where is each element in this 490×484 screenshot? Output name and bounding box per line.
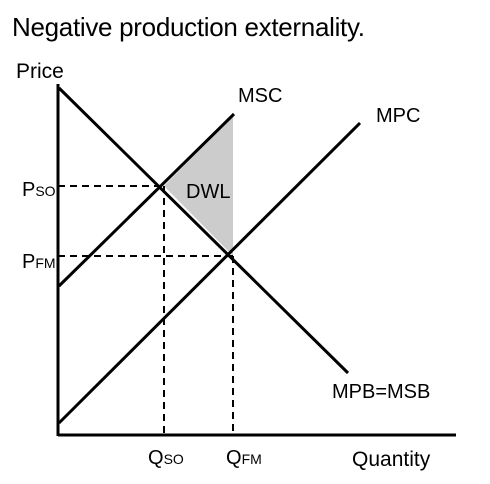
msc-label: MSC xyxy=(238,85,282,107)
demand-curve-mpb-msb xyxy=(57,86,350,375)
q-so-label: QSO xyxy=(148,447,184,469)
dwl-area xyxy=(164,116,233,256)
supply-curve-msc xyxy=(57,112,236,288)
q-fm-sub: FM xyxy=(242,451,262,467)
p-fm-sub: FM xyxy=(35,255,55,271)
p-so-label: PSO xyxy=(22,179,56,201)
supply-curve-mpc xyxy=(57,121,362,425)
q-fm-main: Q xyxy=(226,447,242,469)
q-so-main: Q xyxy=(148,447,164,469)
q-so-sub: SO xyxy=(164,451,184,467)
q-fm-label: QFM xyxy=(226,447,262,469)
x-axis-label: Quantity xyxy=(352,448,431,471)
mpc-label: MPC xyxy=(376,105,420,127)
mpb-msb-label: MPB=MSB xyxy=(332,381,430,403)
diagram-title: Negative production externality. xyxy=(12,12,365,42)
p-so-main: P xyxy=(22,179,35,201)
y-axis-label: Price xyxy=(16,60,64,83)
p-so-sub: SO xyxy=(35,183,55,199)
p-fm-label: PFM xyxy=(22,251,56,273)
p-fm-main: P xyxy=(22,251,35,273)
dwl-label: DWL xyxy=(186,181,230,203)
